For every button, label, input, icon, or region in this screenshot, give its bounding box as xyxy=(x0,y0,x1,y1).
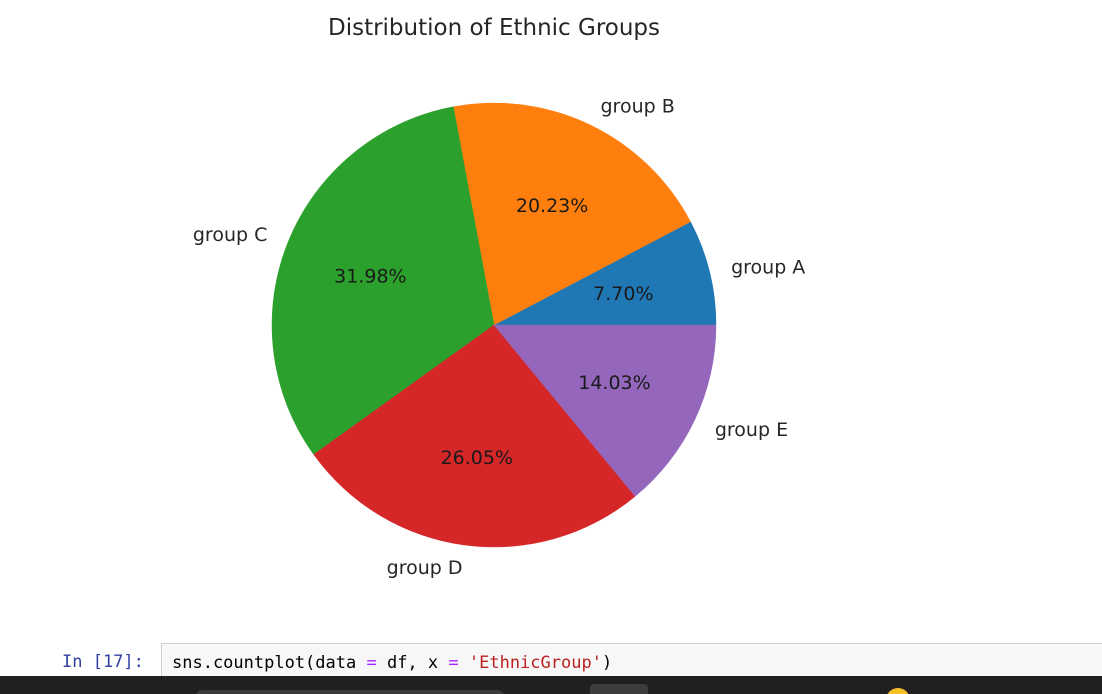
code-text xyxy=(459,653,469,673)
notification-icon[interactable] xyxy=(886,688,910,694)
pie-labels: group A 7.70% group B 20.23% group C 31.98% gr… xyxy=(193,95,805,579)
chart-title: Distribution of Ethnic Groups xyxy=(328,15,660,41)
slice-label: group B xyxy=(601,95,675,117)
code-text: sns.countplot(data xyxy=(172,653,367,673)
slice-percent-label: 7.70% xyxy=(593,283,653,305)
code-text: df, x xyxy=(376,653,449,673)
pie-slices xyxy=(271,102,717,548)
slice-percent-label: 26.05% xyxy=(441,447,513,469)
pie-slice-group-C xyxy=(271,106,495,455)
cell-prompt: In [17]: xyxy=(62,652,144,672)
slice-label: group A xyxy=(731,256,805,278)
pie-slice-group-A xyxy=(493,221,717,326)
slice-percent-label: 31.98% xyxy=(334,265,406,287)
slice-percent-label: 20.23% xyxy=(516,195,588,217)
taskbar-search-bar[interactable] xyxy=(195,690,505,694)
pie-chart: Distribution of Ethnic Groups group A 7.7… xyxy=(193,15,805,579)
code-cell[interactable]: In [17]: sns.countplot(data = df, x = 'E… xyxy=(0,640,1102,677)
code-string: 'EthnicGroup' xyxy=(468,653,602,673)
code-text: ) xyxy=(601,653,613,673)
slice-label: group E xyxy=(715,419,788,441)
pie-slice-group-E xyxy=(493,324,717,497)
code-operator: = xyxy=(448,653,459,673)
taskbar-app-icon[interactable] xyxy=(590,684,648,694)
slice-percent-label: 14.03% xyxy=(578,372,650,394)
pie-slice-group-D xyxy=(313,324,636,548)
cell-code[interactable]: sns.countplot(data = df, x = 'EthnicGrou… xyxy=(172,653,612,673)
pie-slice-group-B xyxy=(453,102,691,326)
code-operator: = xyxy=(366,653,377,673)
slice-label: group D xyxy=(387,557,463,579)
cell-editor[interactable]: sns.countplot(data = df, x = 'EthnicGrou… xyxy=(161,643,1102,677)
slice-label: group C xyxy=(193,224,268,246)
taskbar xyxy=(0,676,1102,694)
